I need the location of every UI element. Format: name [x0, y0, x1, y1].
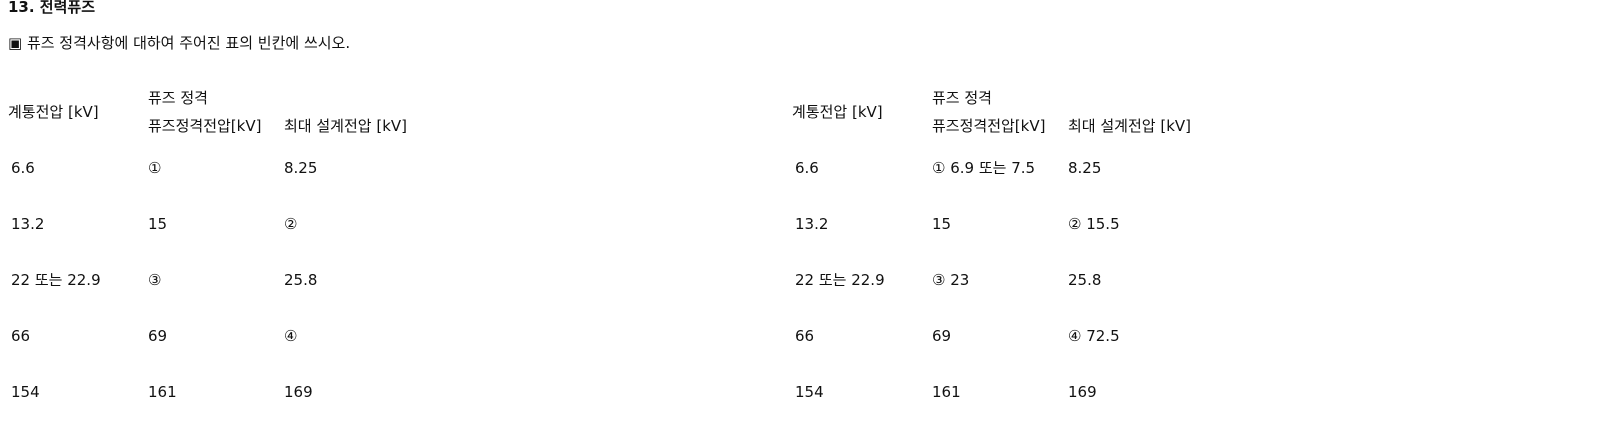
max-design-voltage-cell: 169	[1068, 383, 1097, 401]
system-voltage-cell: 66	[11, 327, 31, 345]
fuse-rated-voltage-cell: 15	[148, 215, 168, 233]
table-row: 66 69 ④ 72.5	[792, 308, 1248, 364]
question-table: 계통전압 [kV] 퓨즈 정격 퓨즈정격전압[kV] 최대 설계전압 [kV] …	[8, 84, 464, 420]
max-design-voltage-cell: 169	[284, 383, 313, 401]
table-subheader-row: 퓨즈정격전압[kV] 최대 설계전압 [kV]	[792, 112, 1248, 140]
table-row: 6.6 ① 6.9 또는 7.5 8.25	[792, 140, 1248, 196]
page-title: 13. 전력퓨즈	[8, 0, 95, 16]
max-design-voltage-cell: 8.25	[1068, 159, 1102, 177]
table-row: 13.2 15 ②	[8, 196, 464, 252]
max-design-voltage-cell: ②	[284, 215, 298, 233]
system-voltage-cell: 13.2	[11, 215, 45, 233]
max-design-voltage-cell: ④	[284, 327, 298, 345]
fuse-rated-voltage-cell: ③ 23	[932, 271, 970, 289]
table-row: 6.6 ① 8.25	[8, 140, 464, 196]
fuse-rated-voltage-cell: ③	[148, 271, 162, 289]
max-design-voltage-cell: 8.25	[284, 159, 318, 177]
max-design-voltage-cell: ② 15.5	[1068, 215, 1120, 233]
max-design-voltage-cell: 25.8	[1068, 271, 1102, 289]
table-header-row: 계통전압 [kV] 퓨즈 정격	[8, 84, 464, 121]
max-design-voltage-cell: 25.8	[284, 271, 318, 289]
fuse-rated-voltage-header: 퓨즈정격전압[kV]	[932, 117, 1046, 135]
system-voltage-cell: 66	[795, 327, 815, 345]
fuse-rated-voltage-cell: 69	[148, 327, 168, 345]
fuse-rated-voltage-cell: ① 6.9 또는 7.5	[932, 159, 1036, 177]
table-row: 154 161 169	[792, 364, 1248, 420]
table-row: 13.2 15 ② 15.5	[792, 196, 1248, 252]
fuse-rating-header: 퓨즈 정격	[932, 89, 992, 107]
question-instruction: ▣ 퓨즈 정격사항에 대하여 주어진 표의 빈칸에 쓰시오.	[8, 34, 351, 52]
system-voltage-cell: 22 또는 22.9	[11, 271, 101, 289]
system-voltage-cell: 154	[795, 383, 824, 401]
fuse-rated-voltage-cell: 15	[932, 215, 952, 233]
fuse-rated-voltage-cell: 161	[932, 383, 961, 401]
max-design-voltage-header: 최대 설계전압 [kV]	[1068, 117, 1191, 135]
fuse-rating-header: 퓨즈 정격	[148, 89, 208, 107]
system-voltage-cell: 13.2	[795, 215, 829, 233]
answer-table: 계통전압 [kV] 퓨즈 정격 퓨즈정격전압[kV] 최대 설계전압 [kV] …	[792, 84, 1248, 420]
table-subheader-row: 퓨즈정격전압[kV] 최대 설계전압 [kV]	[8, 112, 464, 140]
system-voltage-cell: 6.6	[795, 159, 819, 177]
table-row: 66 69 ④	[8, 308, 464, 364]
max-design-voltage-header: 최대 설계전압 [kV]	[284, 117, 407, 135]
system-voltage-header: 계통전압 [kV]	[8, 103, 99, 121]
fuse-rated-voltage-cell: ①	[148, 159, 162, 177]
fuse-rated-voltage-cell: 161	[148, 383, 177, 401]
max-design-voltage-cell: ④ 72.5	[1068, 327, 1120, 345]
table-row: 22 또는 22.9 ③ 25.8	[8, 252, 464, 308]
system-voltage-cell: 6.6	[11, 159, 35, 177]
table-row: 154 161 169	[8, 364, 464, 420]
system-voltage-cell: 154	[11, 383, 40, 401]
table-header-row: 계통전압 [kV] 퓨즈 정격	[792, 84, 1248, 121]
fuse-rated-voltage-header: 퓨즈정격전압[kV]	[148, 117, 262, 135]
system-voltage-header: 계통전압 [kV]	[792, 103, 883, 121]
fuse-rated-voltage-cell: 69	[932, 327, 952, 345]
table-row: 22 또는 22.9 ③ 23 25.8	[792, 252, 1248, 308]
system-voltage-cell: 22 또는 22.9	[795, 271, 885, 289]
